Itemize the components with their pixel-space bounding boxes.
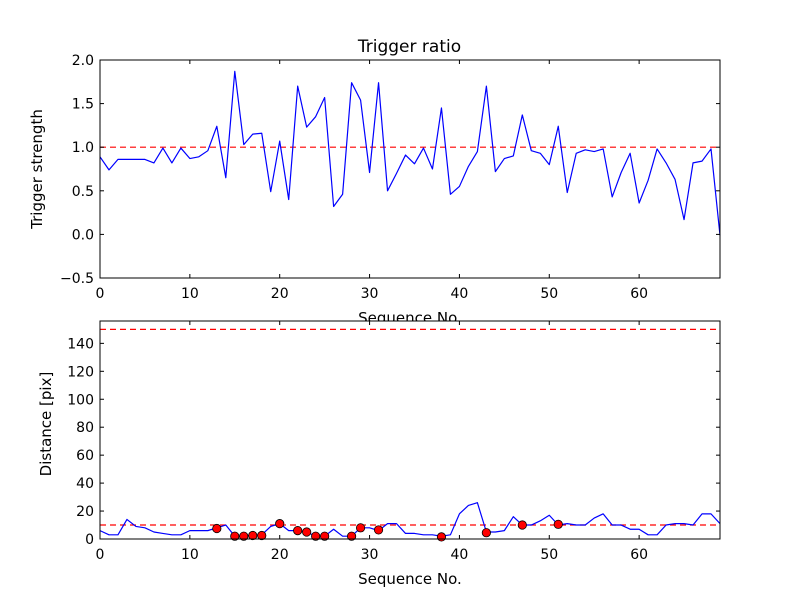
data-point-marker [481, 528, 491, 538]
y-tick-label: 20 [76, 504, 94, 520]
x-tick-label: 20 [271, 547, 289, 563]
data-point-marker [230, 531, 240, 541]
x-axis-ticks: 0 10 20 30 40 50 60 [96, 60, 648, 302]
y-tick-label: −0.5 [60, 271, 94, 287]
y-tick-label: 60 [76, 448, 94, 464]
y-axis-ticks: 0 20 40 60 80 100 120 140 [67, 336, 720, 548]
data-point-marker [293, 526, 303, 536]
y-tick-label: 80 [76, 420, 94, 436]
x-tick-label: 10 [181, 547, 199, 563]
data-point-marker [320, 531, 330, 541]
plot-area [100, 321, 720, 539]
y-tick-label: 40 [76, 476, 94, 492]
x-axis-ticks: 0 10 20 30 40 50 60 [96, 321, 648, 563]
y-tick-label: 0.5 [72, 184, 94, 200]
series-group [99, 70, 721, 236]
data-point-marker [436, 532, 447, 542]
x-tick-label: 60 [630, 547, 648, 563]
data-point-marker [257, 530, 267, 541]
x-tick-label: 0 [96, 286, 105, 302]
data-point-marker [248, 530, 258, 541]
y-tick-label: 1.0 [72, 140, 94, 156]
x-axis-label: Sequence No. [358, 570, 462, 588]
x-tick-label: 40 [451, 547, 469, 563]
chart-title: Trigger ratio [357, 37, 461, 57]
y-tick-label: 1.5 [72, 97, 94, 113]
y-tick-label: 2.0 [72, 53, 94, 69]
x-tick-label: 20 [271, 286, 289, 302]
data-point-marker [355, 523, 366, 533]
data-point-marker [302, 527, 312, 537]
data-point-marker [275, 519, 285, 529]
y-tick-label: 140 [67, 336, 94, 352]
subplot-distance: 0 10 20 30 40 50 60 0 20 40 60 80 100 120 140 Sequenc… [37, 320, 721, 588]
x-tick-label: 30 [361, 547, 379, 563]
data-point-marker [373, 525, 384, 535]
y-axis-ticks: −0.5 0.0 0.5 1.0 1.5 2.0 [60, 53, 720, 287]
x-tick-label: 10 [181, 286, 199, 302]
y-tick-label: 100 [67, 392, 94, 408]
y-tick-label: 0 [85, 532, 94, 548]
x-tick-label: 30 [361, 286, 379, 302]
axes-frame [99, 320, 721, 540]
data-point-marker [311, 531, 321, 541]
data-point-marker [517, 520, 527, 530]
data-point-marker [553, 519, 563, 529]
data-point-marker [346, 531, 357, 541]
data-point-marker [239, 531, 249, 541]
data-point-marker [212, 523, 222, 534]
series-line [99, 502, 721, 537]
x-tick-label: 40 [451, 286, 469, 302]
series-line [99, 70, 721, 236]
y-tick-label: 120 [67, 364, 94, 380]
series-group [99, 502, 721, 542]
reference-lines [100, 328, 720, 526]
axes-frame [99, 59, 721, 279]
plot-area [100, 60, 720, 278]
x-tick-label: 50 [540, 547, 558, 563]
y-axis-label: Distance [pix] [37, 372, 55, 477]
y-axis-label: Trigger strength [28, 109, 46, 230]
y-tick-label: 0.0 [72, 227, 94, 243]
x-tick-label: 60 [630, 286, 648, 302]
x-tick-label: 0 [96, 547, 105, 563]
subplot-trigger-ratio: Trigger ratio 0 10 20 30 40 50 60 −0.5 0.0 0.5 1.… [28, 37, 721, 327]
x-tick-label: 50 [540, 286, 558, 302]
